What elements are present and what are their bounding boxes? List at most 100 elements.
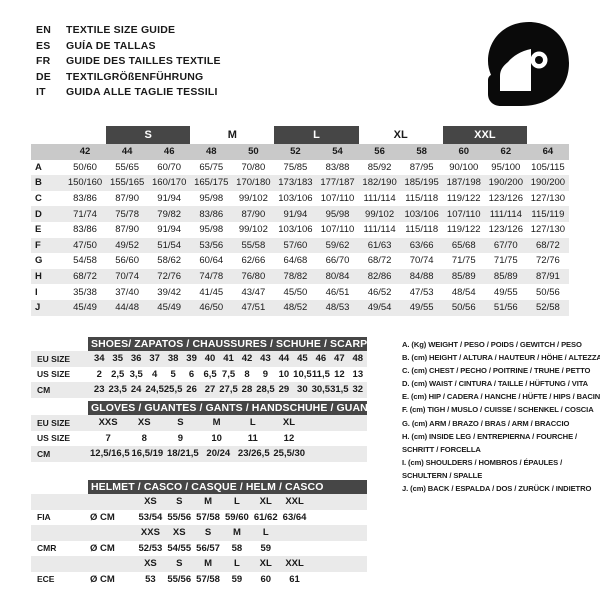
size-number-cell: 46 — [163, 146, 175, 158]
shoes-cell: 35 — [112, 353, 123, 365]
gloves-row-label: US SIZE — [37, 433, 71, 444]
shoes-cell: 10 — [278, 368, 290, 380]
helmet-unit-label: Ø CM — [90, 573, 115, 585]
measurement-cell: 41/45 — [199, 286, 224, 298]
shoes-cell: 23,5 — [108, 384, 127, 396]
measurement-cell: 111/114 — [363, 224, 396, 236]
shoes-cell: 40 — [204, 353, 216, 365]
helmet-value-row-ece: ECE Ø CM 53 55/56 57/58 59 60 61 — [31, 571, 367, 587]
measurement-cell: 87/95 — [409, 161, 434, 173]
title-language-code: DE — [36, 70, 51, 83]
measurement-cell: 44/48 — [115, 302, 139, 314]
measurement-cell: 107/110 — [320, 224, 355, 236]
measurement-cell: 95/98 — [199, 224, 224, 236]
shoes-cell: 34 — [93, 353, 105, 365]
measurement-cell: 190/200 — [530, 177, 566, 189]
shoes-cell: 31,5 — [330, 384, 349, 396]
size-group-header-row: S M L XL XXL — [31, 126, 570, 144]
measurement-row-j: J 45/49 44/48 45/49 46/50 47/51 48/52 48/53 49/5… — [31, 299, 569, 316]
legend-line: F. (cm) TIGH / MUSLO / CUISSE / SCHENKEL… — [402, 405, 594, 415]
measurement-cell: 99/102 — [365, 208, 395, 220]
shoes-cell: 48 — [352, 353, 364, 365]
measurement-cell: 170/180 — [236, 177, 271, 189]
measurement-cell: 119/122 — [446, 193, 481, 205]
shoes-row-label: CM — [37, 384, 51, 395]
measurement-cell: 50/60 — [73, 161, 97, 173]
measurement-row-label: I — [35, 286, 38, 298]
measurement-cell: 50/56 — [451, 302, 476, 314]
size-group-l: L — [274, 126, 359, 144]
measurement-cell: 79/82 — [157, 208, 182, 220]
helmet-value-cell: 57/58 — [196, 511, 220, 523]
measurement-cell: 87/90 — [115, 193, 139, 205]
shoes-row-label: EU SIZE — [37, 353, 71, 364]
measurement-cell: 103/106 — [278, 193, 313, 205]
measurement-cell: 95/100 — [491, 161, 521, 173]
title-text: TEXTILGRÖßENFÜHRUNG — [66, 70, 204, 83]
title-row-en: EN TEXTILE SIZE GUIDE — [36, 24, 356, 40]
measurement-cell: 185/195 — [404, 177, 439, 189]
helmet-value-cell: 61/62 — [253, 511, 278, 523]
shoes-cell: 30,5 — [311, 384, 331, 396]
helmet-size-cells: XS S M L XL XXL — [88, 494, 367, 510]
measurement-cell: 49/54 — [367, 302, 392, 314]
gloves-cell: 23/26,5 — [237, 448, 270, 460]
helmet-value-cell: 58 — [231, 542, 243, 554]
shoes-cell: 45 — [297, 353, 308, 365]
gloves-table-title: GLOVES / GUANTES / GANTS / HANDSCHUHE / … — [88, 401, 377, 415]
shoes-cell: 43 — [260, 353, 271, 365]
measurement-cell: 65/68 — [451, 239, 476, 251]
helmet-size-cell: XL — [259, 496, 272, 508]
measurement-cell: 105/115 — [531, 161, 565, 173]
size-number-row: 42 44 46 48 50 52 54 56 58 60 62 64 — [31, 144, 569, 160]
measurement-cell: 103/106 — [404, 208, 439, 220]
measurement-cell: 55/58 — [241, 239, 266, 251]
shoes-cell: 6 — [188, 368, 195, 380]
shoes-cell: 30 — [297, 384, 308, 396]
gloves-cells: XXS XS S M L XL — [88, 415, 367, 431]
size-group-s: S — [106, 126, 191, 144]
shoes-cells: 34 35 36 37 38 39 40 41 42 43 44 45 46 47 48 — [88, 351, 367, 367]
helmet-value-cell: 57/58 — [196, 573, 220, 585]
measurement-cell: 84/88 — [409, 271, 434, 283]
helmet-value-cell: 61 — [289, 573, 300, 585]
measurement-cell: 37/40 — [115, 286, 139, 298]
measurement-cell: 75/78 — [115, 208, 139, 220]
helmet-value-cells: Ø CM 53/54 55/56 57/58 59/60 61/62 63/64 — [88, 510, 367, 526]
measurement-cell: 59/62 — [325, 239, 350, 251]
measurement-cell: 82/86 — [367, 271, 392, 283]
shoes-cell: 13 — [352, 368, 364, 380]
shoes-row-label: US SIZE — [37, 369, 71, 380]
legend-line: E. (cm) HIP / CADERA / HANCHE / HÜFTE / … — [402, 392, 600, 402]
measurement-cell: 70/80 — [241, 161, 266, 173]
shoes-cell: 11,5 — [311, 368, 330, 380]
helmet-size-cell: S — [176, 558, 183, 570]
helmet-size-cell: XXL — [285, 496, 304, 508]
shoes-cells: 23 23,5 24 24,5 25,5 26 27 27,5 28 28,5 29 30 30,5 31… — [88, 382, 367, 398]
measurement-row-label: C — [35, 193, 42, 205]
helmet-size-cell: XXL — [285, 558, 304, 570]
helmet-standard-label: FIA — [37, 512, 51, 523]
measurement-cell: 68/72 — [73, 271, 97, 283]
helmet-value-cell: 52/53 — [138, 542, 163, 554]
shoes-cell: 9 — [262, 368, 269, 380]
title-language-code: EN — [36, 24, 51, 36]
helmet-size-cell: L — [233, 558, 240, 570]
measurement-cell: 61/63 — [367, 239, 392, 251]
measurement-cell: 165/175 — [194, 177, 229, 189]
shoes-table-title: SHOES/ ZAPATOS / CHAUSSURES / SCHUHE / S… — [88, 337, 374, 351]
size-group-blank-6 — [526, 126, 570, 144]
measurement-row-h: H 68/72 70/74 72/76 74/78 76/80 78/82 80/84 82/8… — [31, 268, 569, 285]
measurement-cell: 107/110 — [446, 208, 481, 220]
gloves-cell: 16,5/19 — [131, 448, 164, 460]
measurement-cell: 91/94 — [157, 224, 182, 236]
helmet-size-cell: L — [233, 496, 240, 508]
measurement-cell: 119/122 — [446, 224, 481, 236]
shoes-cell: 7,5 — [221, 368, 236, 380]
measurement-cell: 95/98 — [199, 193, 224, 205]
title-language-code: ES — [36, 39, 51, 52]
helmet-table-body: XS S M L XL XXL FIA Ø CM 53/54 55/56 57/58 59/60 61/… — [31, 494, 367, 587]
helmet-size-cells: XS S M L XL XXL — [88, 556, 367, 572]
gloves-cell: XS — [137, 417, 151, 429]
helmet-size-row-cmr: XXS XS S M L — [31, 525, 367, 541]
